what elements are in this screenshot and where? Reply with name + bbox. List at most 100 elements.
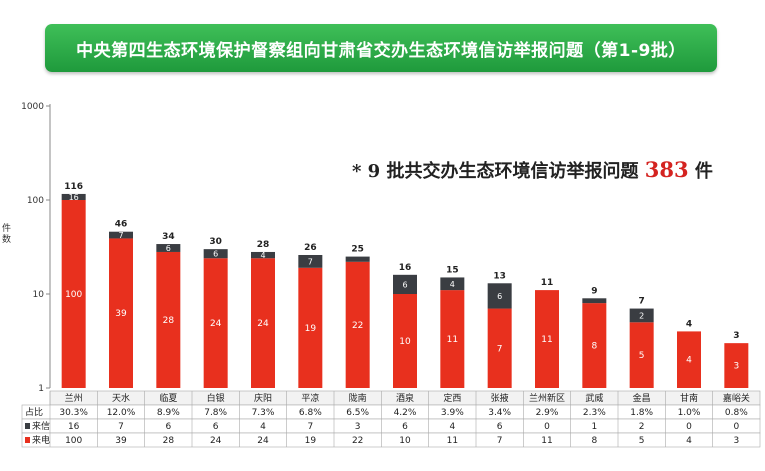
table-cell: 4: [260, 422, 266, 432]
bar-phone-label: 4: [686, 356, 692, 366]
bar-total-label: 13: [493, 271, 506, 281]
bar-phone-label: 3: [733, 362, 739, 372]
bar-phone-label: 11: [447, 335, 458, 345]
bar-total-label: 28: [257, 240, 270, 250]
bar-total-label: 26: [304, 243, 317, 253]
bar-total-label: 30: [209, 237, 222, 247]
bar-phone: [724, 343, 749, 388]
legend-swatch-letter: [25, 423, 30, 429]
bar-phone: [298, 267, 323, 388]
table-cell: 30.3%: [59, 408, 88, 418]
x-tick-label: 酒泉: [396, 392, 414, 404]
table-cell: 2.3%: [583, 408, 606, 418]
bar-total-label: 116: [64, 182, 83, 192]
table-cell: 8: [591, 436, 597, 446]
y-tick-label: 1000: [21, 102, 44, 112]
table-cell: 1.0%: [678, 408, 701, 418]
y-axis-label: 件数: [2, 224, 12, 245]
bar-total-label: 25: [351, 245, 364, 255]
x-tick-label: 平凉: [301, 392, 319, 404]
bar-letter: [203, 249, 228, 259]
table-cell: 100: [65, 436, 82, 446]
x-tick-label: 临夏: [159, 392, 177, 404]
x-tick-label: 庆阳: [254, 392, 272, 404]
table-cell: 11: [541, 436, 552, 446]
table-cell: 1: [591, 422, 597, 432]
chart-title-banner: 中央第四生态环境保护督察组向甘肃省交办生态环境信访举报问题（第1-9批）: [45, 24, 717, 72]
y-tick-label: 1: [38, 384, 44, 394]
bar-letter: [582, 298, 607, 304]
table-cell: 12.0%: [107, 408, 136, 418]
table-cell: 4.2%: [394, 408, 417, 418]
bar-letter: [393, 274, 417, 294]
x-tick-label: 兰州: [65, 392, 83, 404]
bar-total-label: 15: [446, 265, 459, 275]
table-cell: 0: [686, 422, 692, 432]
table-cell: 11: [447, 436, 458, 446]
total-headline: * 9 批共交办生态环境信访举报问题 383 件: [352, 157, 713, 183]
bar-phone: [440, 290, 465, 388]
table-cell: 39: [115, 436, 127, 446]
bar-phone: [203, 258, 228, 388]
table-cell: 8.9%: [157, 408, 180, 418]
table-cell: 2: [639, 422, 645, 432]
bar-letter: [156, 244, 181, 252]
table-cell: 7: [497, 436, 503, 446]
bar-total-label: 7: [639, 297, 645, 307]
bar-phone-label: 7: [497, 344, 503, 354]
table-row: [21, 432, 761, 448]
bar-phone: [677, 331, 701, 388]
table-row: [21, 418, 761, 434]
bar-phone: [345, 261, 370, 388]
bar-phone-label: 5: [639, 351, 645, 361]
bar-letter-label: 7: [308, 257, 313, 266]
bar-phone-label: 100: [65, 290, 82, 300]
bar-total-label: 4: [686, 319, 692, 329]
legend-swatch-phone: [25, 437, 30, 443]
bar-total-label: 16: [399, 263, 412, 273]
table-cell: 6.8%: [299, 408, 322, 418]
table-cell: 22: [352, 436, 363, 446]
bar-letter: [487, 283, 512, 309]
bar-letter-label: 4: [450, 280, 455, 289]
table-cell: 6: [497, 422, 503, 432]
bar-total-label: 9: [591, 286, 597, 296]
bar-total-label: 3: [733, 331, 739, 341]
bar-phone: [251, 258, 275, 388]
bar-phone-label: 11: [541, 335, 552, 345]
table-cell: 24: [257, 436, 269, 446]
table-cell: 7.3%: [252, 408, 275, 418]
bar-letter: [345, 256, 370, 262]
table-cell: 10: [399, 436, 411, 446]
bar-letter-label: 16: [69, 193, 79, 202]
table-cell: 7.8%: [204, 408, 227, 418]
bar-phone-label: 24: [210, 319, 222, 329]
table-cell: 6.5%: [346, 408, 369, 418]
table-cell: 0.8%: [725, 408, 748, 418]
bar-phone-label: 10: [399, 337, 411, 347]
table-row-label: 占比: [25, 406, 43, 418]
table-cell: 2.9%: [536, 408, 559, 418]
bar-letter: [440, 277, 465, 291]
x-tick-label: 天水: [112, 392, 130, 404]
bar-phone: [629, 322, 654, 388]
x-tick-label: 武威: [585, 392, 603, 404]
table-cell: 3: [355, 422, 361, 432]
bar-letter-label: 6: [497, 292, 502, 301]
bar-letter-label: 6: [166, 244, 171, 253]
bar-phone-label: 19: [305, 324, 317, 334]
headline-prefix: * 9 批共交办生态环境信访举报问题: [352, 161, 639, 182]
x-tick-label: 定西: [443, 392, 461, 404]
table-cell: 24: [210, 436, 222, 446]
table-cell: 3.9%: [441, 408, 464, 418]
bar-letter: [298, 254, 323, 268]
bar-letter: [61, 193, 86, 200]
table-row-label: 来电: [32, 434, 50, 446]
bar-letter: [251, 251, 275, 259]
table-cell: 0: [733, 422, 739, 432]
bar-phone: [535, 290, 559, 388]
x-tick-label: 金昌: [633, 392, 651, 404]
table-cell: 5: [639, 436, 645, 446]
bar-phone-label: 8: [591, 342, 597, 352]
